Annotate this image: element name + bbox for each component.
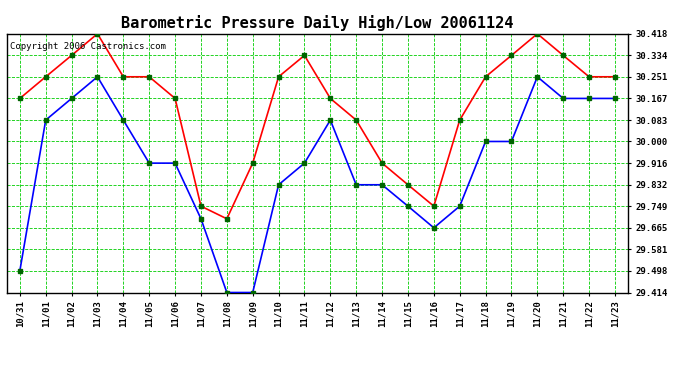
- Title: Barometric Pressure Daily High/Low 20061124: Barometric Pressure Daily High/Low 20061…: [121, 15, 513, 31]
- Text: Copyright 2006 Castronics.com: Copyright 2006 Castronics.com: [10, 42, 166, 51]
